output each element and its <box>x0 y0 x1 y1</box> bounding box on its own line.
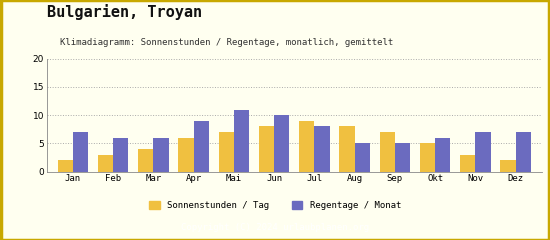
Bar <box>73 132 88 172</box>
Bar <box>500 160 515 172</box>
Bar <box>113 138 129 172</box>
Text: Copyright (C) 2024 urlaubplanen.org: Copyright (C) 2024 urlaubplanen.org <box>181 223 369 232</box>
Bar <box>178 138 194 172</box>
Bar <box>58 160 73 172</box>
Bar <box>420 144 435 172</box>
Text: Klimadiagramm: Sonnenstunden / Regentage, monatlich, gemittelt: Klimadiagramm: Sonnenstunden / Regentage… <box>60 38 394 48</box>
Bar <box>98 155 113 172</box>
Text: Bulgarien, Troyan: Bulgarien, Troyan <box>47 4 202 20</box>
Bar <box>475 132 491 172</box>
Bar <box>299 121 315 172</box>
Bar <box>234 109 249 172</box>
Bar <box>315 126 329 172</box>
Bar <box>274 115 289 172</box>
Bar <box>395 144 410 172</box>
Legend: Sonnenstunden / Tag, Regentage / Monat: Sonnenstunden / Tag, Regentage / Monat <box>149 201 401 210</box>
Bar <box>259 126 274 172</box>
Bar <box>194 121 209 172</box>
Bar <box>218 132 234 172</box>
Bar <box>355 144 370 172</box>
Bar <box>515 132 531 172</box>
Bar <box>339 126 355 172</box>
Bar <box>435 138 450 172</box>
Bar <box>379 132 395 172</box>
Bar <box>460 155 475 172</box>
Bar <box>153 138 169 172</box>
Bar <box>138 149 153 172</box>
